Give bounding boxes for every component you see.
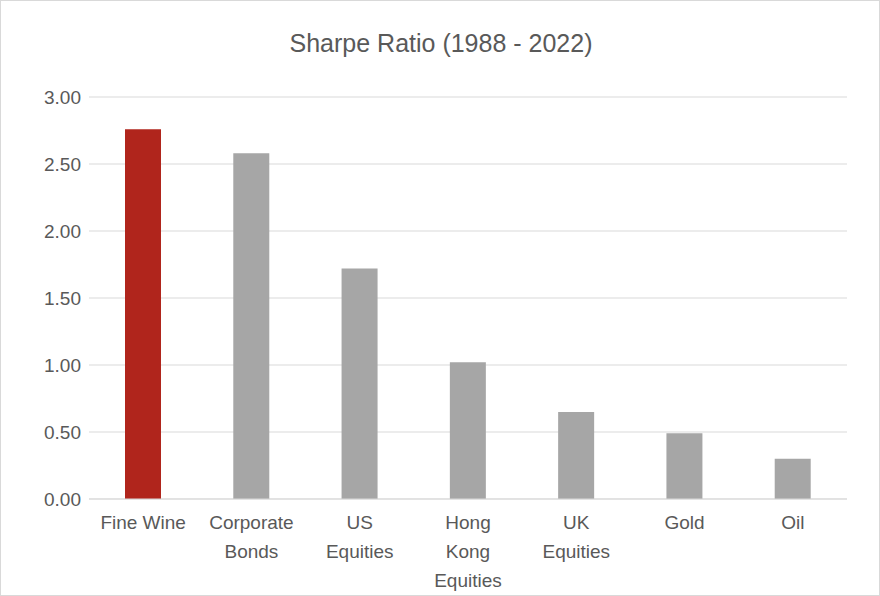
svg-text:2.50: 2.50 — [44, 154, 81, 175]
svg-text:0.00: 0.00 — [44, 489, 81, 510]
html-text:Sharpe Ratio (1988 - 2022): Sharpe Ratio (1988 - 2022) — [289, 29, 593, 57]
svg-text:Gold: Gold — [665, 512, 705, 533]
svg-text:0.50: 0.50 — [44, 422, 81, 443]
svg-text:Oil: Oil — [781, 512, 804, 533]
svg-text:UKEquities: UKEquities — [542, 512, 610, 562]
svg-text:1.50: 1.50 — [44, 288, 81, 309]
svg-text:CorporateBonds: CorporateBonds — [209, 512, 294, 562]
svg-text:2.00: 2.00 — [44, 221, 81, 242]
svg-text:1.00: 1.00 — [44, 355, 81, 376]
svg-text:Fine Wine: Fine Wine — [100, 512, 186, 533]
svg-text:HongKongEquities: HongKongEquities — [434, 512, 502, 591]
svg-text:3.00: 3.00 — [44, 87, 81, 108]
svg-text:USEquities: USEquities — [326, 512, 394, 562]
